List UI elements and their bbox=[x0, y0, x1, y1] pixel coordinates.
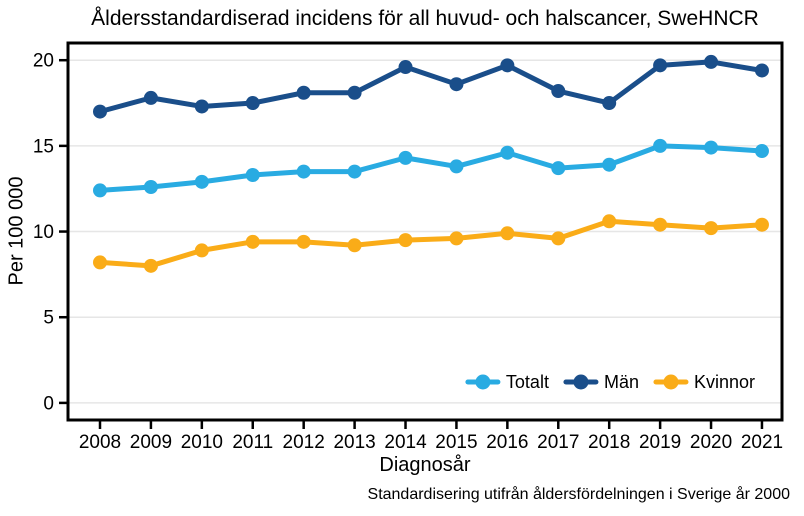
data-point bbox=[93, 183, 107, 198]
data-point bbox=[551, 84, 566, 99]
data-point bbox=[602, 96, 617, 111]
x-tick-label: 2011 bbox=[232, 432, 273, 453]
x-tick-label: 2012 bbox=[283, 432, 325, 453]
data-point bbox=[398, 150, 413, 165]
gridlines bbox=[68, 59, 782, 404]
series-män bbox=[93, 54, 769, 119]
legend-marker-dot bbox=[475, 374, 491, 390]
data-point bbox=[245, 96, 260, 111]
y-tick-label: 5 bbox=[43, 308, 54, 329]
data-point bbox=[551, 161, 566, 176]
x-tick-label: 2016 bbox=[486, 432, 528, 453]
y-tick-label: 20 bbox=[33, 51, 54, 72]
data-point bbox=[653, 217, 668, 232]
data-point bbox=[296, 164, 311, 179]
x-tick-label: 2017 bbox=[537, 432, 579, 453]
data-point bbox=[296, 85, 311, 100]
data-point bbox=[500, 145, 515, 160]
data-point bbox=[704, 140, 719, 155]
series-line bbox=[97, 59, 765, 115]
legend: Totalt Män Kvinnor bbox=[465, 372, 755, 392]
data-point bbox=[398, 233, 413, 248]
legend-marker-dot bbox=[573, 374, 589, 390]
x-tick-label: 2008 bbox=[79, 432, 121, 453]
series-kvinnor bbox=[93, 214, 769, 273]
x-tick-label: 2018 bbox=[588, 432, 630, 453]
x-tick-label: 2015 bbox=[435, 432, 477, 453]
data-point bbox=[500, 58, 515, 73]
series-line bbox=[97, 218, 765, 269]
legend-label: Totalt bbox=[506, 372, 549, 392]
data-point bbox=[194, 243, 209, 258]
x-axis-ticks: 2008 2009 2010 2011 2012 2013 2014 2015 2016 2017… bbox=[79, 420, 783, 453]
data-point bbox=[245, 168, 260, 183]
y-tick-label: 15 bbox=[33, 136, 54, 157]
data-point bbox=[500, 226, 515, 241]
data-point bbox=[653, 138, 668, 153]
data-point bbox=[347, 85, 362, 100]
data-point bbox=[194, 99, 209, 114]
data-point bbox=[754, 217, 769, 232]
data-point bbox=[93, 255, 107, 270]
data-point bbox=[449, 159, 464, 174]
y-tick-label: 0 bbox=[43, 393, 54, 414]
data-point bbox=[93, 104, 107, 119]
data-point bbox=[602, 214, 617, 229]
plot-border bbox=[66, 41, 784, 422]
legend-label: Kvinnor bbox=[694, 372, 755, 392]
data-point bbox=[653, 58, 668, 73]
y-axis-ticks: 0 5 10 15 20 bbox=[33, 51, 68, 414]
legend-marker-dot bbox=[663, 374, 679, 390]
data-point bbox=[194, 174, 209, 189]
y-tick-label: 10 bbox=[33, 222, 54, 243]
data-point bbox=[245, 234, 260, 249]
data-point bbox=[602, 157, 617, 172]
data-point bbox=[754, 144, 769, 159]
x-tick-label: 2020 bbox=[690, 432, 732, 453]
x-tick-label: 2014 bbox=[384, 432, 427, 453]
data-point bbox=[449, 231, 464, 246]
data-point bbox=[347, 238, 362, 253]
data-point bbox=[398, 60, 413, 75]
x-tick-label: 2019 bbox=[639, 432, 681, 453]
legend-label: Män bbox=[604, 372, 639, 392]
data-point bbox=[143, 258, 158, 273]
data-point bbox=[551, 231, 566, 246]
x-tick-label: 2010 bbox=[181, 432, 223, 453]
legend-item-totalt: Totalt bbox=[465, 372, 549, 392]
chart-title: Åldersstandardiserad incidens för all hu… bbox=[91, 7, 759, 30]
data-point bbox=[143, 179, 158, 194]
x-tick-label: 2009 bbox=[130, 432, 172, 453]
x-tick-label: 2013 bbox=[333, 432, 375, 453]
data-point bbox=[704, 54, 719, 69]
legend-item-män: Män bbox=[563, 372, 639, 392]
x-tick-label: 2021 bbox=[741, 432, 783, 453]
data-point bbox=[704, 221, 719, 236]
x-axis-label: Diagnosår bbox=[379, 454, 471, 476]
data-point bbox=[449, 77, 464, 92]
legend-item-kvinnor: Kvinnor bbox=[653, 372, 755, 392]
data-point bbox=[347, 164, 362, 179]
series-line bbox=[97, 143, 765, 193]
series-totalt bbox=[93, 138, 769, 198]
data-point bbox=[143, 90, 158, 105]
data-point bbox=[296, 234, 311, 249]
data-point bbox=[754, 63, 769, 78]
footnote-caption: Standardisering utifrån åldersfördelning… bbox=[367, 486, 790, 503]
